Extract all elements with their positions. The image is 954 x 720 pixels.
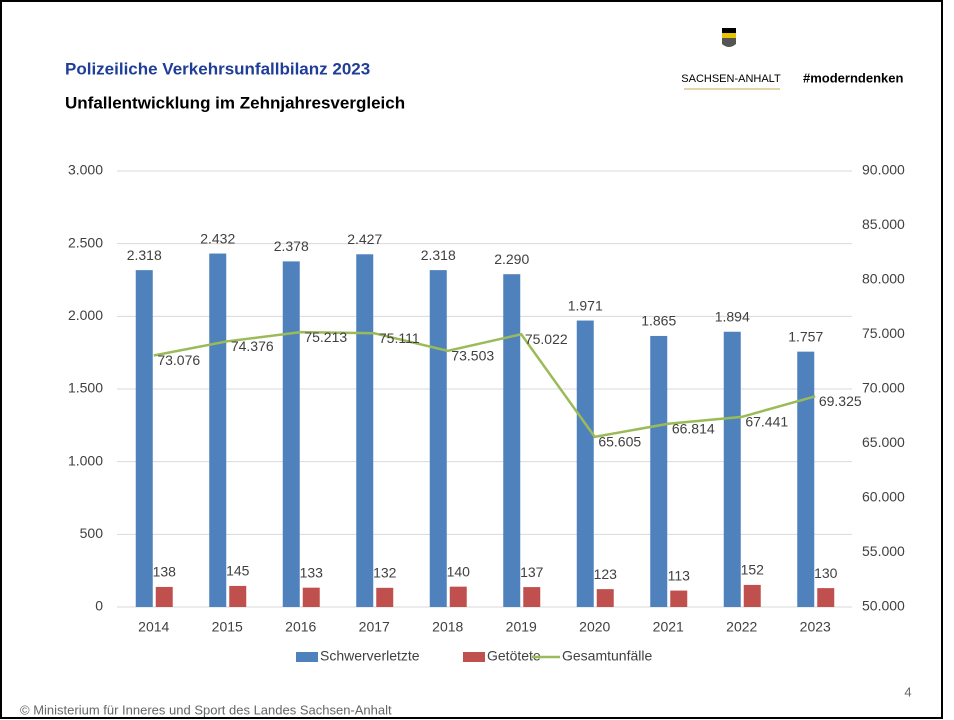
bar [449, 586, 467, 607]
data-label: 2.290 [494, 251, 529, 267]
bar [723, 331, 741, 607]
bar [817, 588, 835, 607]
bar [576, 320, 594, 607]
page-number: 4 [904, 684, 911, 699]
y2-tick-label: 90.000 [862, 162, 905, 178]
x-tick-label: 2016 [285, 619, 316, 635]
bar [596, 589, 614, 607]
copyright: © Ministerium für Inneres und Sport des … [20, 702, 392, 717]
bar [650, 335, 668, 607]
legend-swatch [296, 652, 318, 662]
line [153, 330, 816, 439]
bar [135, 270, 153, 607]
y2-tick-label: 50.000 [862, 598, 905, 614]
legend-label: Schwerverletzte [320, 648, 420, 664]
data-label: 113 [668, 567, 691, 583]
data-label: 73.503 [451, 348, 494, 364]
y-tick-label: 2.500 [68, 234, 103, 250]
slide-title: Polizeiliche Verkehrsunfallbilanz 2023 [65, 59, 370, 78]
y-tick-label: 1.000 [68, 452, 103, 468]
y2-tick-label: 55.000 [862, 543, 905, 559]
data-label: 65.605 [598, 434, 641, 450]
y2-tick-label: 60.000 [862, 489, 905, 505]
bar [523, 587, 541, 607]
data-label: 123 [594, 566, 618, 582]
bar [356, 254, 374, 607]
data-label: 138 [153, 564, 177, 580]
y-tick-label: 0 [95, 598, 103, 614]
data-label: 132 [373, 565, 397, 581]
y-tick-label: 3.000 [68, 162, 103, 178]
data-label: 152 [741, 562, 765, 578]
bar [429, 270, 447, 607]
slide-subtitle: Unfallentwicklung im Zehnjahresvergleich [65, 93, 405, 112]
y2-tick-label: 70.000 [862, 380, 905, 396]
slogan: #moderndenken [803, 70, 903, 85]
y2-tick-label: 85.000 [862, 216, 905, 232]
data-label: 140 [447, 563, 471, 579]
logo [722, 28, 736, 47]
bar [209, 253, 227, 608]
bar [797, 351, 815, 607]
x-tick-label: 2021 [653, 619, 684, 635]
legend-swatch [463, 652, 485, 662]
data-label: 67.441 [745, 414, 788, 430]
x-tick-label: 2017 [359, 619, 390, 635]
y2-tick-label: 65.000 [862, 434, 905, 450]
data-label: 2.318 [127, 247, 162, 263]
data-label: 145 [226, 563, 250, 579]
bar [302, 587, 320, 607]
y-tick-label: 500 [80, 525, 104, 541]
data-label: 130 [814, 565, 838, 581]
data-label: 2.378 [274, 238, 309, 254]
bar [229, 585, 247, 607]
data-label: 1.757 [788, 328, 823, 344]
data-label: 69.325 [819, 393, 862, 409]
data-label: 75.022 [525, 331, 568, 347]
data-label: 1.894 [715, 308, 750, 324]
bar [670, 590, 688, 607]
x-tick-label: 2015 [212, 619, 243, 635]
logo-text: SACHSEN-ANHALT [681, 73, 781, 85]
data-label: 1.865 [641, 313, 676, 329]
data-label: 75.111 [379, 330, 420, 346]
y-tick-label: 1.500 [68, 380, 103, 396]
x-tick-label: 2019 [506, 619, 537, 635]
data-label: 73.076 [157, 352, 200, 368]
data-label: 133 [300, 564, 324, 580]
data-label: 1.971 [568, 297, 603, 313]
x-tick-label: 2023 [800, 619, 831, 635]
legend-label: Getötete [487, 648, 541, 664]
bar [743, 584, 761, 607]
data-label: 75.213 [304, 329, 347, 345]
bar [282, 261, 300, 607]
data-label: 2.427 [347, 231, 382, 247]
x-tick-label: 2014 [138, 619, 169, 635]
legend-label: Gesamtunfälle [562, 648, 652, 664]
x-tick-label: 2022 [726, 619, 757, 635]
x-tick-label: 2020 [579, 619, 610, 635]
y2-tick-label: 80.000 [862, 271, 905, 287]
data-label: 2.432 [200, 230, 235, 246]
data-label: 137 [520, 564, 544, 580]
bar [376, 587, 394, 607]
bar [155, 586, 173, 607]
data-label: 74.376 [231, 338, 274, 354]
data-label: 66.814 [672, 420, 715, 436]
y2-tick-label: 75.000 [862, 325, 905, 341]
bar [503, 274, 521, 607]
y-tick-label: 2.000 [68, 307, 103, 323]
data-label: 2.318 [421, 247, 456, 263]
x-tick-label: 2018 [432, 619, 463, 635]
